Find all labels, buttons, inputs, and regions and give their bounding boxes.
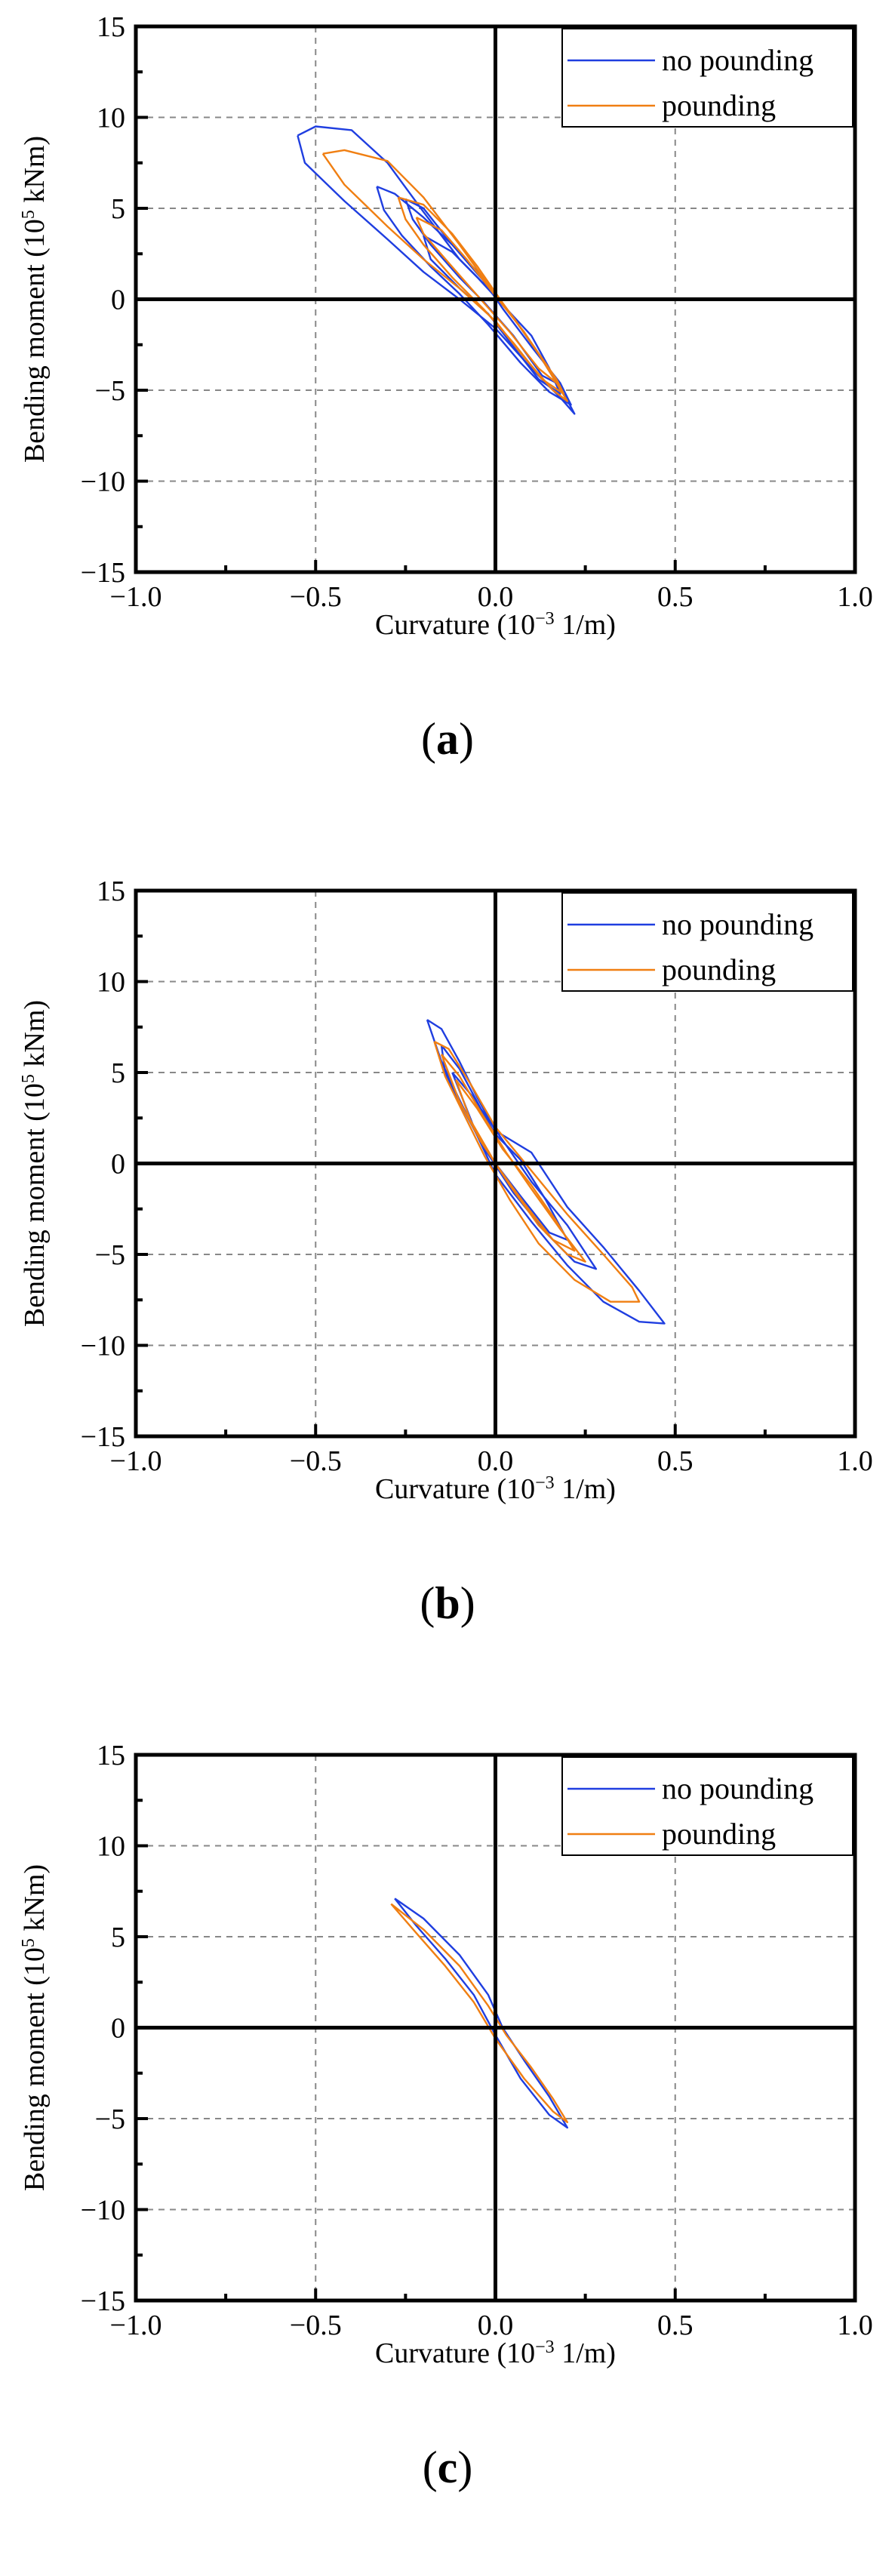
x-axis-title-exponent: −3	[535, 2337, 555, 2357]
y-tick-label: −10	[81, 1331, 125, 1362]
y-axis-title-main: Bending moment (10	[19, 219, 51, 463]
y-tick-label: 15	[97, 1740, 125, 1771]
y-axis-title-unit: kNm)	[19, 1864, 51, 1938]
chart-panel-b: −1.0 −0.5 0.0 0.5 1.0 −15 −10 −5 0 5 10 15 Curvature…	[0, 864, 895, 1712]
y-axis-title-exponent: 5	[19, 1074, 38, 1083]
chart-a: −1.0 −0.5 0.0 0.5 1.0 −15 −10 −5 0 5 10 15 Curvature…	[19, 11, 873, 641]
legend: no pounding pounding	[561, 28, 853, 128]
y-axis-title-main: Bending moment (10	[19, 1083, 51, 1327]
legend-box	[561, 892, 853, 992]
chart-b: −1.0 −0.5 0.0 0.5 1.0 −15 −10 −5 0 5 10 15 Curvature…	[19, 876, 873, 1505]
x-axis-title-unit: 1/m)	[555, 609, 616, 641]
legend-label: no pounding	[662, 1771, 813, 1805]
x-tick-label: 1.0	[837, 581, 873, 613]
series-line-no-pounding	[426, 1019, 666, 1325]
panel-label-b: (b)	[420, 1578, 475, 1628]
x-tick-label: 0.5	[657, 2310, 694, 2341]
y-tick-label: 5	[111, 1057, 125, 1089]
y-tick-label: 10	[97, 103, 125, 134]
series-line-pounding	[390, 1903, 568, 2123]
y-tick-label: 0	[111, 2013, 125, 2045]
series-line-no-pounding	[404, 198, 558, 384]
x-tick-label: −0.5	[290, 1445, 342, 1477]
y-tick-label: −15	[81, 2285, 125, 2317]
y-axis-title-main: Bending moment (10	[19, 1947, 51, 2191]
y-tick-label: 10	[97, 967, 125, 999]
x-axis-title: Curvature (10−3 1/m)	[375, 2337, 616, 2369]
x-axis-title-unit: 1/m)	[555, 2337, 616, 2369]
x-tick-label: −1.0	[110, 2310, 162, 2341]
y-tick-label: −15	[81, 1421, 125, 1453]
panel-label-a: (a)	[421, 714, 474, 764]
legend-box	[561, 1756, 853, 1856]
y-axis-title: Bending moment (105 kNm)	[19, 136, 51, 463]
chart-panel-c: −1.0 −0.5 0.0 0.5 1.0 −15 −10 −5 0 5 10 15 Curvature…	[0, 1728, 895, 2576]
y-tick-label: −5	[95, 2104, 125, 2135]
y-axis-title: Bending moment (105 kNm)	[19, 1864, 51, 2191]
y-tick-label: 10	[97, 1831, 125, 1863]
y-tick-label: 5	[111, 193, 125, 225]
x-axis-title-unit: 1/m)	[555, 1473, 616, 1505]
x-tick-label: 0.0	[478, 1445, 514, 1477]
series-line-pounding	[433, 1040, 641, 1303]
y-tick-label: −5	[95, 375, 125, 407]
y-axis-title-exponent: 5	[19, 210, 38, 219]
y-tick-label: 5	[111, 1922, 125, 1953]
legend: no pounding pounding	[561, 892, 853, 992]
x-tick-label: −1.0	[110, 581, 162, 613]
legend-label: no pounding	[662, 907, 813, 941]
series-line-pounding	[397, 196, 565, 395]
x-axis-title-main: Curvature (10	[375, 2337, 535, 2369]
panel-label-c: (c)	[422, 2442, 473, 2492]
y-tick-label: −10	[81, 466, 125, 498]
y-tick-label: 15	[97, 11, 125, 43]
series-line-pounding	[440, 1054, 586, 1263]
x-axis-title: Curvature (10−3 1/m)	[375, 1473, 616, 1505]
x-tick-label: 1.0	[837, 1445, 873, 1477]
y-axis-title-exponent: 5	[19, 1938, 38, 1947]
x-axis-title-exponent: −3	[535, 609, 555, 629]
x-tick-label: −0.5	[290, 2310, 342, 2341]
legend-box	[561, 28, 853, 128]
series-line-pounding	[415, 217, 558, 384]
x-tick-label: 1.0	[837, 2310, 873, 2341]
x-axis-title: Curvature (10−3 1/m)	[375, 609, 616, 641]
legend-label: pounding	[662, 1817, 776, 1851]
x-axis-title-exponent: −3	[535, 1473, 555, 1493]
x-axis-title-main: Curvature (10	[375, 609, 535, 641]
chart-c: −1.0 −0.5 0.0 0.5 1.0 −15 −10 −5 0 5 10 15 Curvature…	[19, 1740, 873, 2369]
y-tick-label: −5	[95, 1239, 125, 1271]
y-tick-label: −15	[81, 557, 125, 589]
y-tick-label: −10	[81, 2195, 125, 2227]
legend-label: no pounding	[662, 43, 813, 77]
x-tick-label: 0.0	[478, 581, 514, 613]
x-tick-label: −1.0	[110, 1445, 162, 1477]
legend: no pounding pounding	[561, 1756, 853, 1856]
series-line-no-pounding	[394, 1897, 568, 2129]
x-tick-label: 0.0	[478, 2310, 514, 2341]
y-tick-label: 0	[111, 1149, 125, 1180]
legend-label: pounding	[662, 88, 776, 122]
y-axis-title-unit: kNm)	[19, 136, 51, 210]
x-tick-label: 0.5	[657, 1445, 694, 1477]
y-axis-title-unit: kNm)	[19, 1000, 51, 1074]
y-tick-label: 15	[97, 876, 125, 907]
legend-label: pounding	[662, 953, 776, 986]
chart-panel-a: −1.0 −0.5 0.0 0.5 1.0 −15 −10 −5 0 5 10 15 Curvature…	[0, 0, 895, 848]
y-tick-label: 0	[111, 285, 125, 316]
x-tick-label: −0.5	[290, 581, 342, 613]
x-axis-title-main: Curvature (10	[375, 1473, 535, 1505]
y-axis-title: Bending moment (105 kNm)	[19, 1000, 51, 1327]
x-tick-label: 0.5	[657, 581, 694, 613]
